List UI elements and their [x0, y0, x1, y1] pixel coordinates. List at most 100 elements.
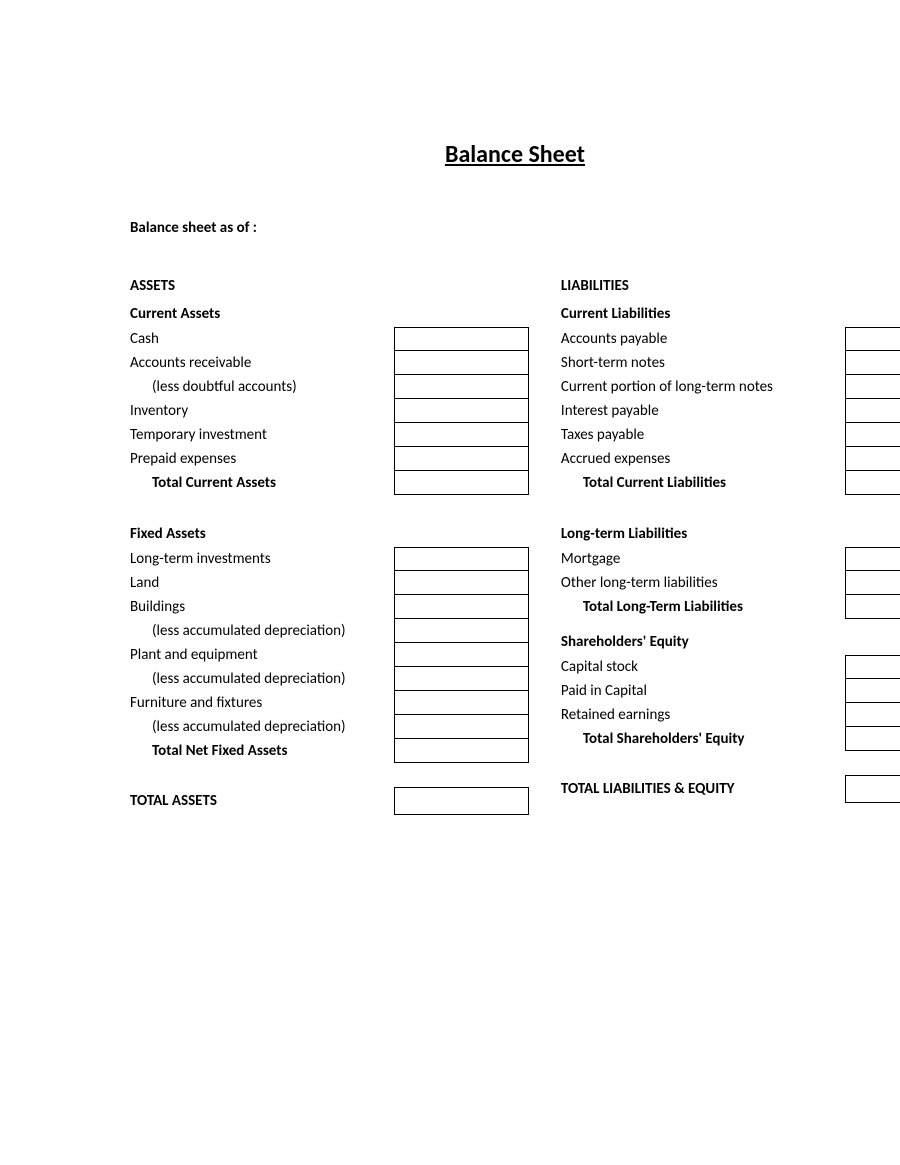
- page-title: Balance Sheet: [130, 140, 900, 169]
- row-buildings: Buildings: [130, 595, 529, 619]
- input-plant-dep[interactable]: [394, 667, 529, 691]
- label-accrued: Accrued expenses: [561, 447, 845, 471]
- label-plant: Plant and equipment: [130, 643, 394, 667]
- label-buildings-dep: (less accumulated depreciation): [130, 619, 394, 643]
- input-total-liab-equity[interactable]: [845, 775, 900, 803]
- label-total-assets: TOTAL ASSETS: [130, 787, 394, 815]
- row-mortgage: Mortgage: [561, 547, 900, 571]
- input-total-assets[interactable]: [394, 787, 529, 815]
- input-furniture-dep[interactable]: [394, 715, 529, 739]
- row-furniture: Furniture and fixtures: [130, 691, 529, 715]
- label-total-current-assets: Total Current Assets: [130, 471, 394, 495]
- label-taxes: Taxes payable: [561, 423, 845, 447]
- label-mortgage: Mortgage: [561, 547, 845, 571]
- input-plant[interactable]: [394, 643, 529, 667]
- label-cpltn: Current portion of long-term notes: [561, 375, 845, 399]
- row-taxes: Taxes payable: [561, 423, 900, 447]
- input-capital-stock[interactable]: [845, 655, 900, 679]
- input-paid-in[interactable]: [845, 679, 900, 703]
- label-prepaid: Prepaid expenses: [130, 447, 394, 471]
- longterm-liabilities-heading: Long-term Liabilities: [561, 525, 900, 543]
- row-land: Land: [130, 571, 529, 595]
- as-of-label: Balance sheet as of :: [130, 219, 900, 237]
- label-inventory: Inventory: [130, 399, 394, 423]
- row-plant-dep: (less accumulated depreciation): [130, 667, 529, 691]
- row-otherlt: Other long-term liabilities: [561, 571, 900, 595]
- label-doubtful: (less doubtful accounts): [130, 375, 394, 399]
- row-tempinv: Temporary investment: [130, 423, 529, 447]
- row-ar: Accounts receivable: [130, 351, 529, 375]
- label-total-equity: Total Shareholders' Equity: [561, 727, 845, 751]
- columns-wrap: ASSETS Current Assets Cash Accounts rece…: [130, 277, 900, 815]
- row-total-liab-equity: TOTAL LIABILITIES & EQUITY: [561, 775, 900, 803]
- input-prepaid[interactable]: [394, 447, 529, 471]
- input-total-fixed-assets[interactable]: [394, 739, 529, 763]
- label-paid-in: Paid in Capital: [561, 679, 845, 703]
- row-doubtful: (less doubtful accounts): [130, 375, 529, 399]
- label-cash: Cash: [130, 327, 394, 351]
- row-total-assets: TOTAL ASSETS: [130, 787, 529, 815]
- label-plant-dep: (less accumulated depreciation): [130, 667, 394, 691]
- row-retained: Retained earnings: [561, 703, 900, 727]
- label-retained: Retained earnings: [561, 703, 845, 727]
- label-ar: Accounts receivable: [130, 351, 394, 375]
- assets-heading: ASSETS: [130, 277, 529, 295]
- row-total-current-assets: Total Current Assets: [130, 471, 529, 495]
- row-furniture-dep: (less accumulated depreciation): [130, 715, 529, 739]
- label-ap: Accounts payable: [561, 327, 845, 351]
- label-buildings: Buildings: [130, 595, 394, 619]
- input-total-longterm[interactable]: [845, 595, 900, 619]
- row-paid-in: Paid in Capital: [561, 679, 900, 703]
- input-total-current-assets[interactable]: [394, 471, 529, 495]
- input-ar[interactable]: [394, 351, 529, 375]
- row-prepaid: Prepaid expenses: [130, 447, 529, 471]
- input-accrued[interactable]: [845, 447, 900, 471]
- liabilities-heading: LIABILITIES: [561, 277, 900, 295]
- label-total-fixed-assets: Total Net Fixed Assets: [130, 739, 394, 763]
- input-buildings-dep[interactable]: [394, 619, 529, 643]
- row-stn: Short-term notes: [561, 351, 900, 375]
- input-otherlt[interactable]: [845, 571, 900, 595]
- row-ap: Accounts payable: [561, 327, 900, 351]
- current-assets-heading: Current Assets: [130, 305, 529, 323]
- row-total-fixed-assets: Total Net Fixed Assets: [130, 739, 529, 763]
- label-total-current-liabilities: Total Current Liabilities: [561, 471, 845, 495]
- row-cpltn: Current portion of long-term notes: [561, 375, 900, 399]
- input-interest[interactable]: [845, 399, 900, 423]
- label-interest: Interest payable: [561, 399, 845, 423]
- label-furniture-dep: (less accumulated depreciation): [130, 715, 394, 739]
- assets-column: ASSETS Current Assets Cash Accounts rece…: [130, 277, 529, 815]
- row-interest: Interest payable: [561, 399, 900, 423]
- row-ltinv: Long-term investments: [130, 547, 529, 571]
- input-cpltn[interactable]: [845, 375, 900, 399]
- row-capital-stock: Capital stock: [561, 655, 900, 679]
- row-plant: Plant and equipment: [130, 643, 529, 667]
- row-total-longterm: Total Long-Term Liabilities: [561, 595, 900, 619]
- input-inventory[interactable]: [394, 399, 529, 423]
- input-tempinv[interactable]: [394, 423, 529, 447]
- input-ltinv[interactable]: [394, 547, 529, 571]
- input-total-equity[interactable]: [845, 727, 900, 751]
- input-ap[interactable]: [845, 327, 900, 351]
- row-buildings-dep: (less accumulated depreciation): [130, 619, 529, 643]
- equity-heading: Shareholders' Equity: [561, 633, 900, 651]
- input-land[interactable]: [394, 571, 529, 595]
- row-total-equity: Total Shareholders' Equity: [561, 727, 900, 751]
- input-furniture[interactable]: [394, 691, 529, 715]
- input-doubtful[interactable]: [394, 375, 529, 399]
- label-otherlt: Other long-term liabilities: [561, 571, 845, 595]
- input-stn[interactable]: [845, 351, 900, 375]
- input-cash[interactable]: [394, 327, 529, 351]
- input-taxes[interactable]: [845, 423, 900, 447]
- input-retained[interactable]: [845, 703, 900, 727]
- input-buildings[interactable]: [394, 595, 529, 619]
- input-total-current-liabilities[interactable]: [845, 471, 900, 495]
- input-mortgage[interactable]: [845, 547, 900, 571]
- row-total-current-liabilities: Total Current Liabilities: [561, 471, 900, 495]
- label-tempinv: Temporary investment: [130, 423, 394, 447]
- label-total-longterm: Total Long-Term Liabilities: [561, 595, 845, 619]
- label-capital-stock: Capital stock: [561, 655, 845, 679]
- label-furniture: Furniture and fixtures: [130, 691, 394, 715]
- fixed-assets-heading: Fixed Assets: [130, 525, 529, 543]
- liabilities-column: LIABILITIES Current Liabilities Accounts…: [561, 277, 900, 815]
